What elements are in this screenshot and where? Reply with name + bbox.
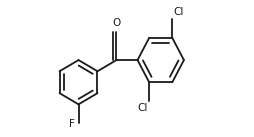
Text: Cl: Cl <box>137 103 148 113</box>
Text: F: F <box>70 119 75 129</box>
Text: Cl: Cl <box>173 7 184 17</box>
Text: O: O <box>112 18 121 28</box>
